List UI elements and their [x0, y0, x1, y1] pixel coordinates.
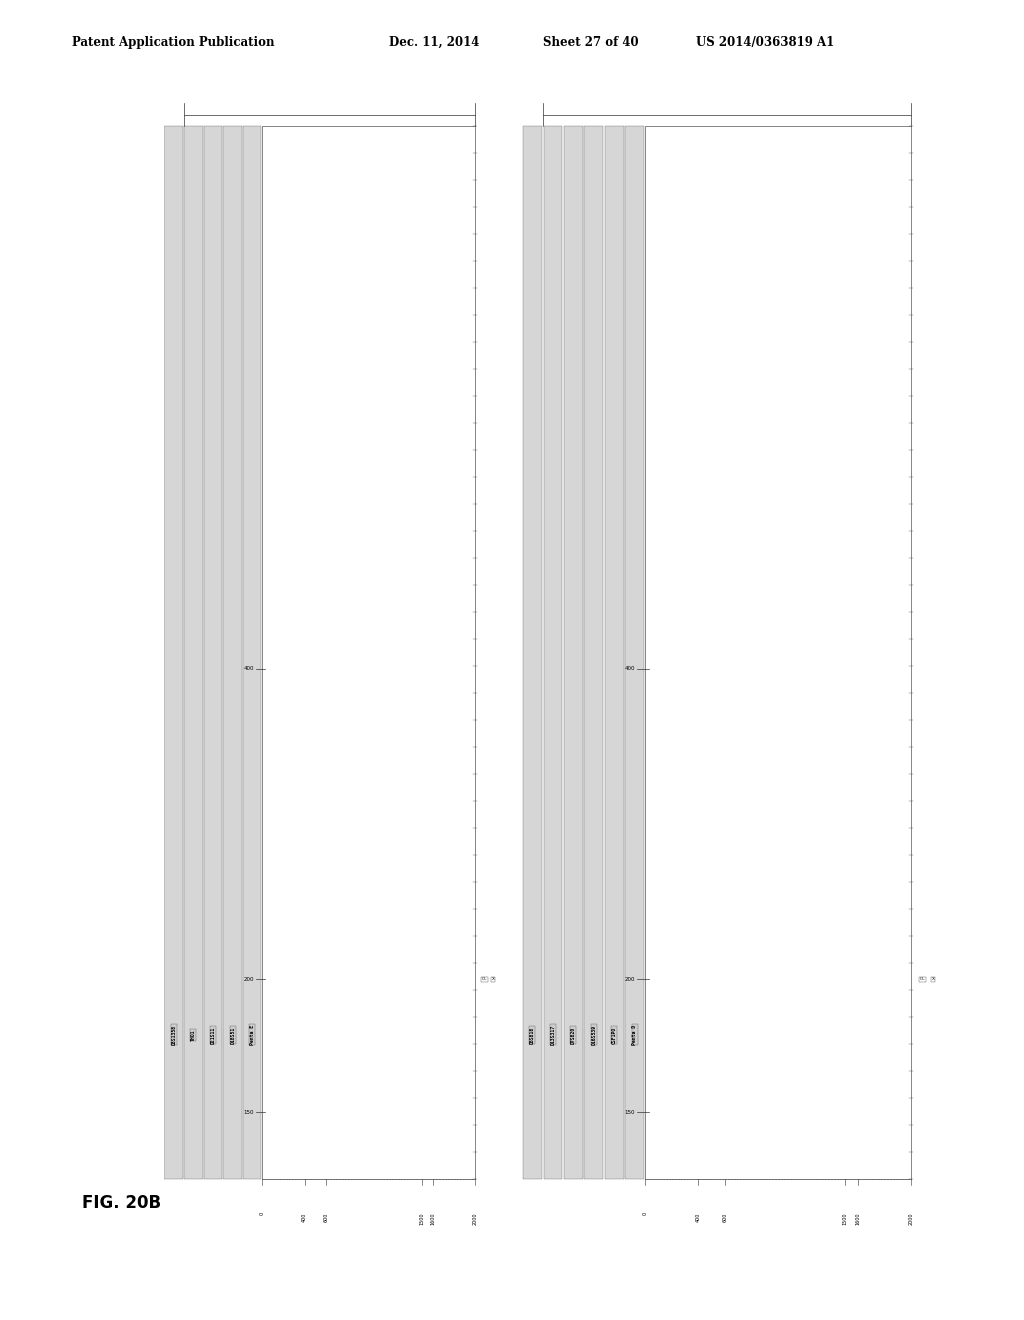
- Text: US 2014/0363819 A1: US 2014/0363819 A1: [696, 36, 835, 49]
- Text: FIG. 20B: FIG. 20B: [82, 1193, 161, 1212]
- Bar: [585, 125, 603, 1179]
- Text: 150: 150: [625, 1110, 635, 1115]
- Text: 400: 400: [696, 1212, 700, 1222]
- Text: 600: 600: [723, 1212, 727, 1222]
- Text: Patent Application Publication: Patent Application Publication: [72, 36, 274, 49]
- Bar: [645, 125, 911, 1179]
- Text: 200: 200: [244, 977, 254, 982]
- Bar: [262, 125, 475, 1179]
- Text: 400: 400: [302, 1212, 307, 1222]
- Text: 1500: 1500: [843, 1212, 847, 1225]
- Text: X: X: [932, 977, 935, 982]
- Bar: [626, 125, 644, 1179]
- Text: X: X: [492, 977, 495, 982]
- Text: 400: 400: [244, 667, 254, 672]
- Bar: [223, 125, 242, 1179]
- Text: D16S539: D16S539: [592, 1024, 596, 1045]
- Bar: [165, 125, 183, 1179]
- Text: D21S11: D21S11: [211, 1026, 215, 1044]
- Bar: [605, 125, 624, 1179]
- Text: 2000: 2000: [909, 1212, 913, 1225]
- Bar: [204, 125, 222, 1179]
- Text: Penta D: Penta D: [633, 1024, 637, 1045]
- Text: D13S317: D13S317: [551, 1024, 555, 1045]
- Text: 600: 600: [324, 1212, 329, 1222]
- Bar: [564, 125, 583, 1179]
- Text: 0: 0: [260, 1212, 264, 1216]
- Text: 400: 400: [625, 667, 635, 672]
- Text: 0: 0: [643, 1212, 647, 1216]
- Bar: [544, 125, 562, 1179]
- Text: OL: OL: [920, 977, 925, 982]
- Text: D7S820: D7S820: [571, 1026, 575, 1044]
- Bar: [243, 125, 261, 1179]
- Text: 1600: 1600: [430, 1212, 435, 1225]
- Bar: [184, 125, 203, 1179]
- Text: Dec. 11, 2014: Dec. 11, 2014: [389, 36, 479, 49]
- Text: 200: 200: [625, 977, 635, 982]
- Text: OL: OL: [481, 977, 487, 982]
- Text: 1500: 1500: [420, 1212, 424, 1225]
- Text: THO1: THO1: [190, 1030, 196, 1040]
- Text: CSF1PO: CSF1PO: [612, 1026, 616, 1044]
- Text: Penta E: Penta E: [250, 1024, 255, 1045]
- Text: 1600: 1600: [856, 1212, 860, 1225]
- Text: 2000: 2000: [473, 1212, 477, 1225]
- Text: 150: 150: [244, 1110, 254, 1115]
- Text: Sheet 27 of 40: Sheet 27 of 40: [543, 36, 638, 49]
- Text: D18S51: D18S51: [230, 1026, 236, 1044]
- Text: D5S818: D5S818: [530, 1026, 535, 1044]
- Bar: [523, 125, 542, 1179]
- Text: D3S1358: D3S1358: [171, 1024, 176, 1045]
